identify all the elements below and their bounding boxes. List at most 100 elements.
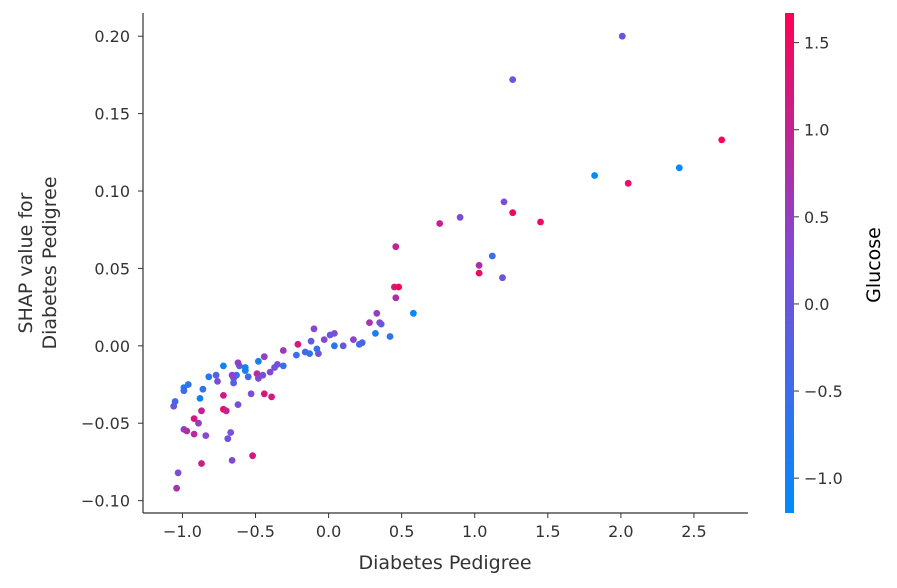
data-point <box>320 336 328 343</box>
data-point <box>234 401 242 408</box>
data-point <box>618 32 626 40</box>
data-point <box>228 457 236 464</box>
data-point <box>212 371 220 379</box>
data-point <box>220 392 227 399</box>
data-point <box>247 390 255 398</box>
colorbar-tick-label: 0.5 <box>804 208 829 227</box>
data-point <box>195 419 202 427</box>
colorbar-tick-label: 1.0 <box>804 121 829 140</box>
data-point <box>373 309 381 317</box>
data-point <box>222 407 230 415</box>
data-point <box>255 374 262 382</box>
y-axis-label: SHAP value for Diabetes Pedigree <box>15 176 61 349</box>
scatter-points <box>170 32 726 492</box>
data-point <box>228 371 236 379</box>
data-point <box>358 339 366 347</box>
data-point <box>386 333 394 340</box>
colorbar-tick-label: 1.5 <box>804 34 829 53</box>
data-point <box>174 469 182 477</box>
y-tick-label: 0.05 <box>94 259 130 278</box>
x-tick-label: 1.0 <box>462 522 487 541</box>
data-point <box>196 395 204 402</box>
data-point <box>249 452 256 460</box>
data-point <box>170 402 178 410</box>
data-point <box>475 261 483 269</box>
colorbar-tick-label: 0.0 <box>804 295 829 314</box>
data-point <box>205 373 213 381</box>
x-tick-label: 2.0 <box>608 522 633 541</box>
data-point <box>260 353 268 361</box>
data-point <box>624 179 632 187</box>
data-point <box>198 407 205 415</box>
data-point <box>293 351 300 359</box>
data-point <box>190 415 198 422</box>
data-point <box>214 378 221 385</box>
data-point <box>190 430 198 438</box>
x-tick-label: −0.5 <box>236 522 275 541</box>
data-point <box>500 198 508 206</box>
data-point <box>436 220 444 227</box>
y-tick-label: −0.10 <box>81 492 130 511</box>
data-point <box>198 460 205 467</box>
data-point <box>410 309 417 317</box>
y-tick-label: 0.10 <box>94 182 130 201</box>
colorbar-tick-label: −0.5 <box>804 382 843 401</box>
data-point <box>307 337 315 345</box>
data-point <box>591 172 598 179</box>
data-point <box>366 319 373 326</box>
data-point <box>488 252 496 260</box>
data-point <box>294 340 302 348</box>
y-tick-label: 0.15 <box>94 105 130 124</box>
data-point <box>310 325 318 333</box>
data-point <box>350 336 357 343</box>
y-axis-label-line-2: Diabetes Pedigree <box>39 176 61 349</box>
data-point <box>392 243 400 251</box>
data-point <box>234 359 242 367</box>
data-point <box>718 136 726 144</box>
data-point <box>301 348 309 356</box>
data-point <box>266 368 274 376</box>
data-point <box>173 484 181 492</box>
colorbar-ticks: −1.0 −0.5 0.0 0.5 1.0 1.5 <box>794 34 843 488</box>
colorbar-label: Glucose <box>863 227 885 303</box>
data-point <box>199 385 207 393</box>
data-point <box>202 432 210 439</box>
y-tick-label: 0.20 <box>94 27 130 46</box>
y-axis-ticks: −0.10 −0.05 0.00 0.05 0.10 0.15 0.20 <box>81 27 143 511</box>
x-tick-label: −1.0 <box>163 522 202 541</box>
data-point <box>279 362 287 370</box>
data-point <box>372 330 379 337</box>
data-point <box>224 435 232 443</box>
colorbar <box>785 13 794 513</box>
data-point <box>220 362 227 370</box>
data-point <box>456 213 464 221</box>
data-point <box>537 218 544 226</box>
y-tick-label: −0.05 <box>81 414 130 433</box>
y-axis-label-line-1: SHAP value for <box>15 192 37 333</box>
data-point <box>279 347 287 354</box>
data-point <box>475 269 483 277</box>
data-point <box>268 393 275 401</box>
data-point <box>260 390 268 398</box>
data-point <box>255 357 262 365</box>
data-point <box>180 387 188 395</box>
data-point <box>675 164 683 172</box>
data-point <box>271 364 278 371</box>
x-tick-label: 0.5 <box>389 522 414 541</box>
data-point <box>313 345 321 353</box>
data-point <box>377 320 385 328</box>
data-point <box>339 342 347 350</box>
data-point <box>395 283 403 291</box>
data-point <box>392 294 400 302</box>
x-tick-label: 0.0 <box>316 522 341 541</box>
colorbar-tick-label: −1.0 <box>804 469 843 488</box>
x-tick-label: 2.5 <box>681 522 706 541</box>
x-tick-label: 1.5 <box>535 522 560 541</box>
data-point <box>241 364 249 371</box>
data-point <box>230 379 238 387</box>
data-point <box>331 342 338 350</box>
data-point <box>509 209 517 217</box>
data-point <box>183 427 191 435</box>
data-point <box>499 274 506 282</box>
